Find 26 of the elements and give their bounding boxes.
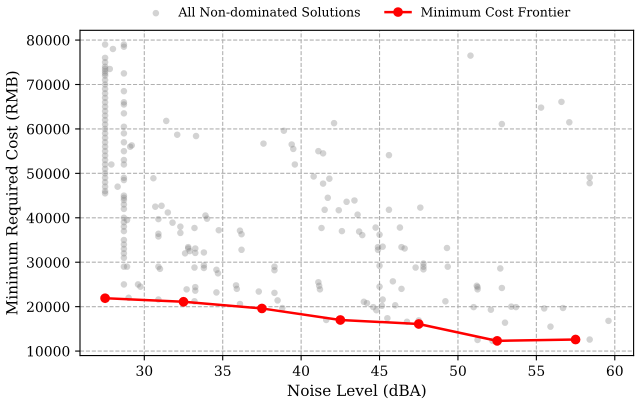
x-tick-label: 35 [214,365,230,376]
legend-label: All Non-dominated Solutions [178,6,360,17]
point [570,334,580,344]
y-tick-label: 50000 [27,168,70,179]
y-tick-label: 80000 [27,35,70,46]
point [100,293,110,304]
y-tick-label: 60000 [27,124,70,134]
x-tick-label: 55 [528,366,544,376]
point [335,315,346,325]
point [257,304,267,314]
point [492,336,502,346]
x-tick-label: 50 [450,365,466,376]
x-tick-label: 30 [136,365,152,376]
y-axis-title: Minimum Required Cost (RMB) [6,72,21,315]
x-tick-label: 40 [292,365,310,376]
y-tick-label: 30000 [27,257,70,268]
y-tick-label: 10000 [28,346,70,357]
point [178,296,188,307]
point [414,319,424,329]
legend-label: Minimum Cost Frontier [421,7,570,17]
y-tick-label: 40000 [26,212,70,224]
x-tick-label: 60 [606,365,623,376]
y-tick-label: 20000 [27,302,70,312]
x-tick-label: 45 [371,365,388,376]
y-tick-label: 70000 [27,79,70,90]
x-axis-title: Noise Level (dBA) [288,384,426,398]
